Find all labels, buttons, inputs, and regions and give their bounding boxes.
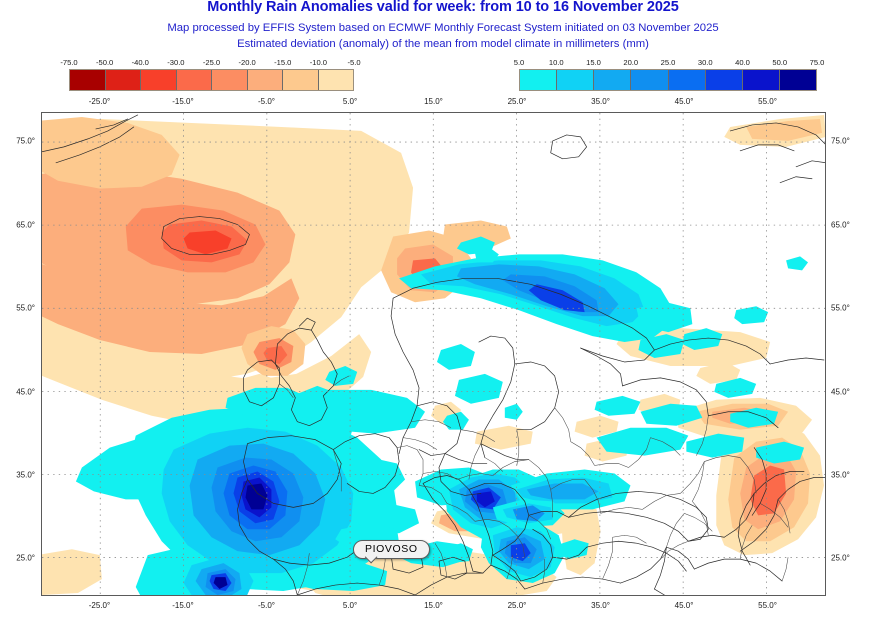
colorbar-segment: [520, 70, 558, 90]
lat-tick-label-left: 55.0°: [16, 303, 35, 313]
map-container: PIOVOSO -25.0° -25.0° -15.0° -15.0° -5.0° -5.…: [0, 94, 886, 624]
colorbar-tick-label: -25.0: [202, 58, 221, 67]
lat-tick-label-left: 75.0°: [16, 136, 35, 146]
colorbar-tick-label: -20.0: [238, 58, 256, 67]
lon-tick-label-top: 35.0°: [591, 97, 610, 106]
colorbar-segment: [557, 70, 595, 90]
lon-tick-label-top: -25.0°: [88, 97, 111, 106]
lon-tick-label-top: 25.0°: [507, 97, 527, 106]
colorbar-segment: [779, 70, 816, 90]
lat-tick-label-left: 65.0°: [16, 220, 35, 230]
lat-tick-label-right: 65.0°: [831, 220, 850, 230]
lat-tick-label-right: 45.0°: [831, 387, 850, 397]
colorbar-tick-label: 75.0: [809, 58, 825, 67]
piovoso-callout[interactable]: PIOVOSO: [353, 540, 430, 559]
colorbar-segment: [212, 70, 248, 90]
subtitle-processing-info: Map processed by EFFIS System based on E…: [167, 22, 719, 34]
positive-anomaly-field: [75, 236, 809, 595]
lat-tick-label-right: 25.0°: [831, 553, 850, 563]
legend: -75.0 -50.0 -40.0 -30.0 -25.0 -20.0 -15.0 -10.0…: [0, 58, 886, 94]
colorbar-segment: [176, 70, 212, 90]
lon-tick-label-bottom: 45.0°: [674, 601, 694, 610]
positive-colorbar-ticks: 5.0 10.0 15.0 20.0 25.0 30.0 40.0 50.0 75.0: [514, 58, 825, 69]
lon-tick-label-top: 55.0°: [758, 97, 777, 106]
lat-tick-label-left: 45.0°: [16, 387, 35, 397]
lon-tick-label-top: 45.0°: [674, 97, 694, 106]
map-plot-area[interactable]: PIOVOSO: [41, 112, 826, 596]
lon-tick-label-top: 15.0°: [424, 97, 443, 106]
colorbar-segment: [141, 70, 177, 90]
lon-tick-label-bottom: -25.0°: [88, 601, 111, 610]
graticule-layer: [42, 113, 825, 595]
colorbar-segment: [705, 70, 743, 90]
header: Monthly Rain Anomalies valid for week: f…: [0, 0, 886, 52]
colorbar-segment: [631, 70, 669, 90]
colorbar-segment: [668, 70, 706, 90]
lon-tick-label-bottom: 55.0°: [758, 601, 777, 610]
colorbar-tick-label: -30.0: [167, 58, 185, 67]
page-title: Monthly Rain Anomalies valid for week: f…: [207, 0, 679, 15]
country-borders-layer: [279, 375, 791, 595]
lat-tick-label-right: 75.0°: [831, 136, 850, 146]
colorbar-segment: [318, 70, 353, 90]
colorbar-tick-label: -5.0: [347, 58, 361, 67]
negative-anomaly-colorbar: [69, 69, 354, 91]
colorbar-segment: [283, 70, 319, 90]
lon-tick-label-top: 5.0°: [342, 97, 358, 106]
positive-anomaly-colorbar: [519, 69, 817, 91]
lon-tick-label-bottom: 5.0°: [342, 601, 358, 610]
colorbar-segment: [742, 70, 780, 90]
colorbar-segment: [70, 70, 106, 90]
anomaly-map-svg: [42, 113, 825, 595]
lat-tick-label-right: 35.0°: [831, 470, 850, 480]
colorbar-segment: [594, 70, 632, 90]
colorbar-tick-label: 25.0: [660, 58, 676, 67]
lon-tick-label-bottom: 15.0°: [424, 601, 443, 610]
lon-tick-label-bottom: 35.0°: [591, 601, 610, 610]
negative-colorbar-ticks: -75.0 -50.0 -40.0 -30.0 -25.0 -20.0 -15.0 -10.0…: [60, 58, 360, 69]
colorbar-tick-label: 40.0: [735, 58, 750, 67]
subtitle-units: Estimated deviation (anomaly) of the mea…: [237, 38, 649, 50]
lat-tick-label-left: 35.0°: [16, 470, 35, 480]
colorbar-segment: [247, 70, 283, 90]
lon-tick-label-bottom: 25.0°: [507, 601, 527, 610]
colorbar-tick-label: -15.0: [274, 58, 292, 67]
colorbar-tick-label: 30.0: [697, 58, 713, 67]
lat-tick-label-right: 55.0°: [831, 303, 850, 313]
colorbar-tick-label: 20.0: [623, 58, 639, 67]
colorbar-tick-label: 5.0: [513, 58, 525, 67]
colorbar-tick-label: -75.0: [60, 58, 78, 67]
colorbar-tick-label: -40.0: [131, 58, 149, 67]
colorbar-tick-label: 50.0: [772, 58, 788, 67]
coastlines-layer: [42, 114, 825, 595]
colorbar-tick-label: 10.0: [548, 58, 564, 67]
colorbar-tick-label: 15.0: [586, 58, 601, 67]
colorbar-tick-label: -50.0: [95, 58, 114, 67]
colorbar-tick-label: -10.0: [309, 58, 328, 67]
lat-tick-label-left: 25.0°: [16, 553, 35, 563]
colorbar-segment: [105, 70, 141, 90]
lon-tick-label-top: -5.0°: [257, 97, 275, 106]
lon-tick-label-top: -15.0°: [172, 97, 194, 106]
lon-tick-label-bottom: -5.0°: [257, 601, 275, 610]
lon-tick-label-bottom: -15.0°: [172, 601, 194, 610]
